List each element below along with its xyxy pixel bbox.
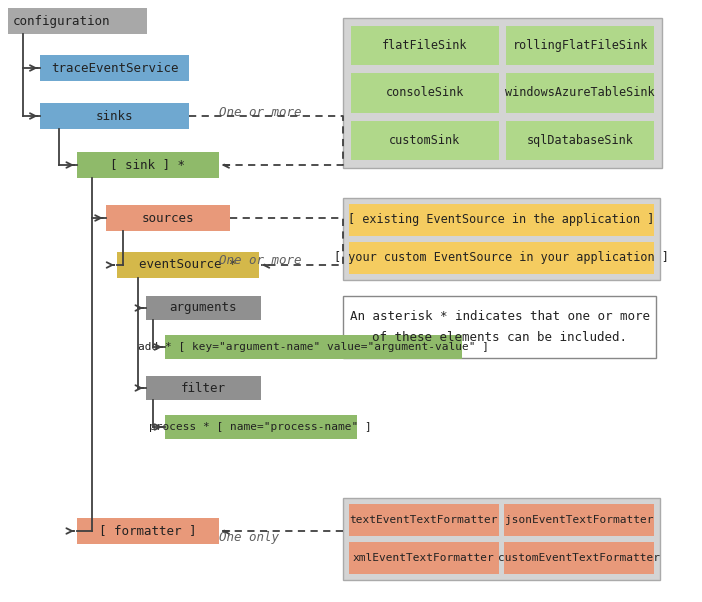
Text: [ sink ] *: [ sink ] * — [110, 158, 185, 172]
Text: of these elements can be included.: of these elements can be included. — [372, 331, 627, 344]
Bar — [40, 103, 189, 129]
Text: textEventTextFormatter: textEventTextFormatter — [350, 515, 498, 525]
Bar — [165, 415, 357, 439]
Bar — [8, 8, 147, 34]
Text: An asterisk * indicates that one or more: An asterisk * indicates that one or more — [350, 310, 649, 323]
Text: One or more: One or more — [219, 105, 301, 119]
Text: consoleSink: consoleSink — [385, 87, 464, 99]
Bar — [146, 376, 261, 400]
Bar — [349, 242, 654, 274]
Bar — [506, 26, 654, 66]
Text: rollingFlatFileSink: rollingFlatFileSink — [512, 39, 648, 52]
Bar — [506, 120, 654, 160]
Text: One only: One only — [219, 532, 279, 544]
Text: [ existing EventSource in the application ]: [ existing EventSource in the applicatio… — [348, 214, 655, 226]
Bar — [117, 252, 259, 278]
Bar — [343, 18, 662, 168]
Bar — [343, 498, 660, 580]
Text: [ formatter ]: [ formatter ] — [99, 524, 197, 538]
Bar — [105, 205, 230, 231]
Text: flatFileSink: flatFileSink — [382, 39, 468, 52]
Text: arguments: arguments — [170, 302, 237, 314]
Text: customSink: customSink — [389, 134, 461, 147]
Text: add * [ key="argument-name" value="argument-value" ]: add * [ key="argument-name" value="argum… — [138, 342, 489, 352]
Bar — [349, 542, 498, 574]
Bar — [351, 26, 498, 66]
Bar — [77, 152, 219, 178]
Bar — [505, 504, 654, 536]
Text: sinks: sinks — [96, 110, 133, 122]
Bar — [349, 204, 654, 236]
Text: process * [ name="process-name" ]: process * [ name="process-name" ] — [150, 422, 372, 432]
Bar — [351, 73, 498, 113]
Text: [ your custom EventSource in your application ]: [ your custom EventSource in your applic… — [334, 252, 669, 264]
Bar — [343, 198, 660, 280]
Text: eventSource *: eventSource * — [139, 258, 237, 272]
Bar — [165, 335, 463, 359]
Text: jsonEventTextFormatter: jsonEventTextFormatter — [505, 515, 654, 525]
Text: sqlDatabaseSink: sqlDatabaseSink — [526, 134, 634, 147]
Bar — [349, 504, 498, 536]
Bar — [351, 120, 498, 160]
Bar — [40, 55, 189, 81]
Bar — [505, 542, 654, 574]
Text: traceEventService: traceEventService — [51, 61, 178, 75]
Bar — [506, 73, 654, 113]
Text: sources: sources — [142, 211, 194, 225]
Text: xmlEventTextFormatter: xmlEventTextFormatter — [353, 553, 495, 563]
Text: filter: filter — [181, 382, 226, 394]
Bar — [77, 518, 219, 544]
Text: customEventTextFormatter: customEventTextFormatter — [498, 553, 661, 563]
Text: One or more: One or more — [219, 253, 301, 267]
Text: windowsAzureTableSink: windowsAzureTableSink — [505, 87, 655, 99]
Bar — [146, 296, 261, 320]
Text: configuration: configuration — [13, 14, 110, 28]
Bar — [343, 296, 656, 358]
